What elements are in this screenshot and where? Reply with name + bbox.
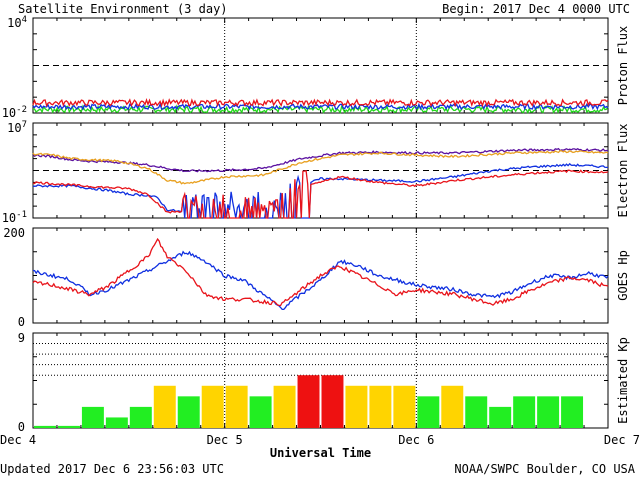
estimated-kp-ytick-bottom: 0 [18,420,25,434]
electron-series-orange [32,150,609,185]
kp-bar [201,385,224,428]
kp-bar [34,425,56,428]
kp-bar [153,385,176,428]
kp-bar [225,385,248,428]
begin-date: Begin: 2017 Dec 4 0000 UTC [442,2,630,16]
kp-bar [57,425,80,428]
chart-title: Satellite Environment (3 day) [18,2,228,16]
proton-series-blue [32,102,609,111]
kp-bar [129,406,152,428]
kp-bar [297,375,320,428]
estimated-kp-ylabel: Estimated Kp [616,337,630,424]
kp-bar [81,406,104,428]
proton-flux-ytick-bottom: 10-2 [2,105,27,120]
kp-bar [345,385,368,428]
x-tick-label: Dec 6 [398,433,434,447]
kp-bar [105,417,128,428]
goes-hp-ytick-top: 200 [3,226,25,240]
kp-bar [393,385,416,428]
kp-bar [465,396,488,428]
x-tick-label: Dec 7 [604,433,640,447]
kp-bar [441,385,464,428]
kp-bar [561,396,584,428]
proton-series-red [32,98,609,108]
goes-hp-ytick-bottom: 0 [18,315,25,329]
x-tick-label: Dec 5 [207,433,243,447]
kp-bar [321,375,344,428]
electron-series-blue [32,162,608,219]
kp-bar [513,396,536,428]
electron-series-red [32,169,609,219]
kp-bar [177,396,200,428]
estimated-kp-ytick-top: 9 [18,331,25,345]
electron-flux-ylabel: Electron Flux [616,124,630,218]
kp-bar [249,396,272,428]
credit: NOAA/SWPC Boulder, CO USA [454,462,635,476]
electron-flux-frame [32,122,609,219]
electron-series-purple [32,147,608,173]
proton-flux-frame [32,17,609,114]
kp-bar [273,385,296,428]
kp-bar [489,406,512,428]
kp-bar [369,385,392,428]
goes-hp-ylabel: GOES Hp [616,250,630,301]
proton-flux-ytick-top: 104 [7,15,27,30]
electron-flux-ytick-top: 107 [7,120,27,135]
kp-bar [537,396,560,428]
hp-series-blue [32,250,609,311]
electron-flux-ytick-bottom: 10-1 [2,210,27,225]
proton-flux-ylabel: Proton Flux [616,26,630,105]
x-axis-title: Universal Time [270,446,371,460]
x-tick-label: Dec 4 [0,433,36,447]
kp-bar [417,396,440,428]
hp-series-red [32,237,609,307]
updated-timestamp: Updated 2017 Dec 6 23:56:03 UTC [0,462,224,476]
